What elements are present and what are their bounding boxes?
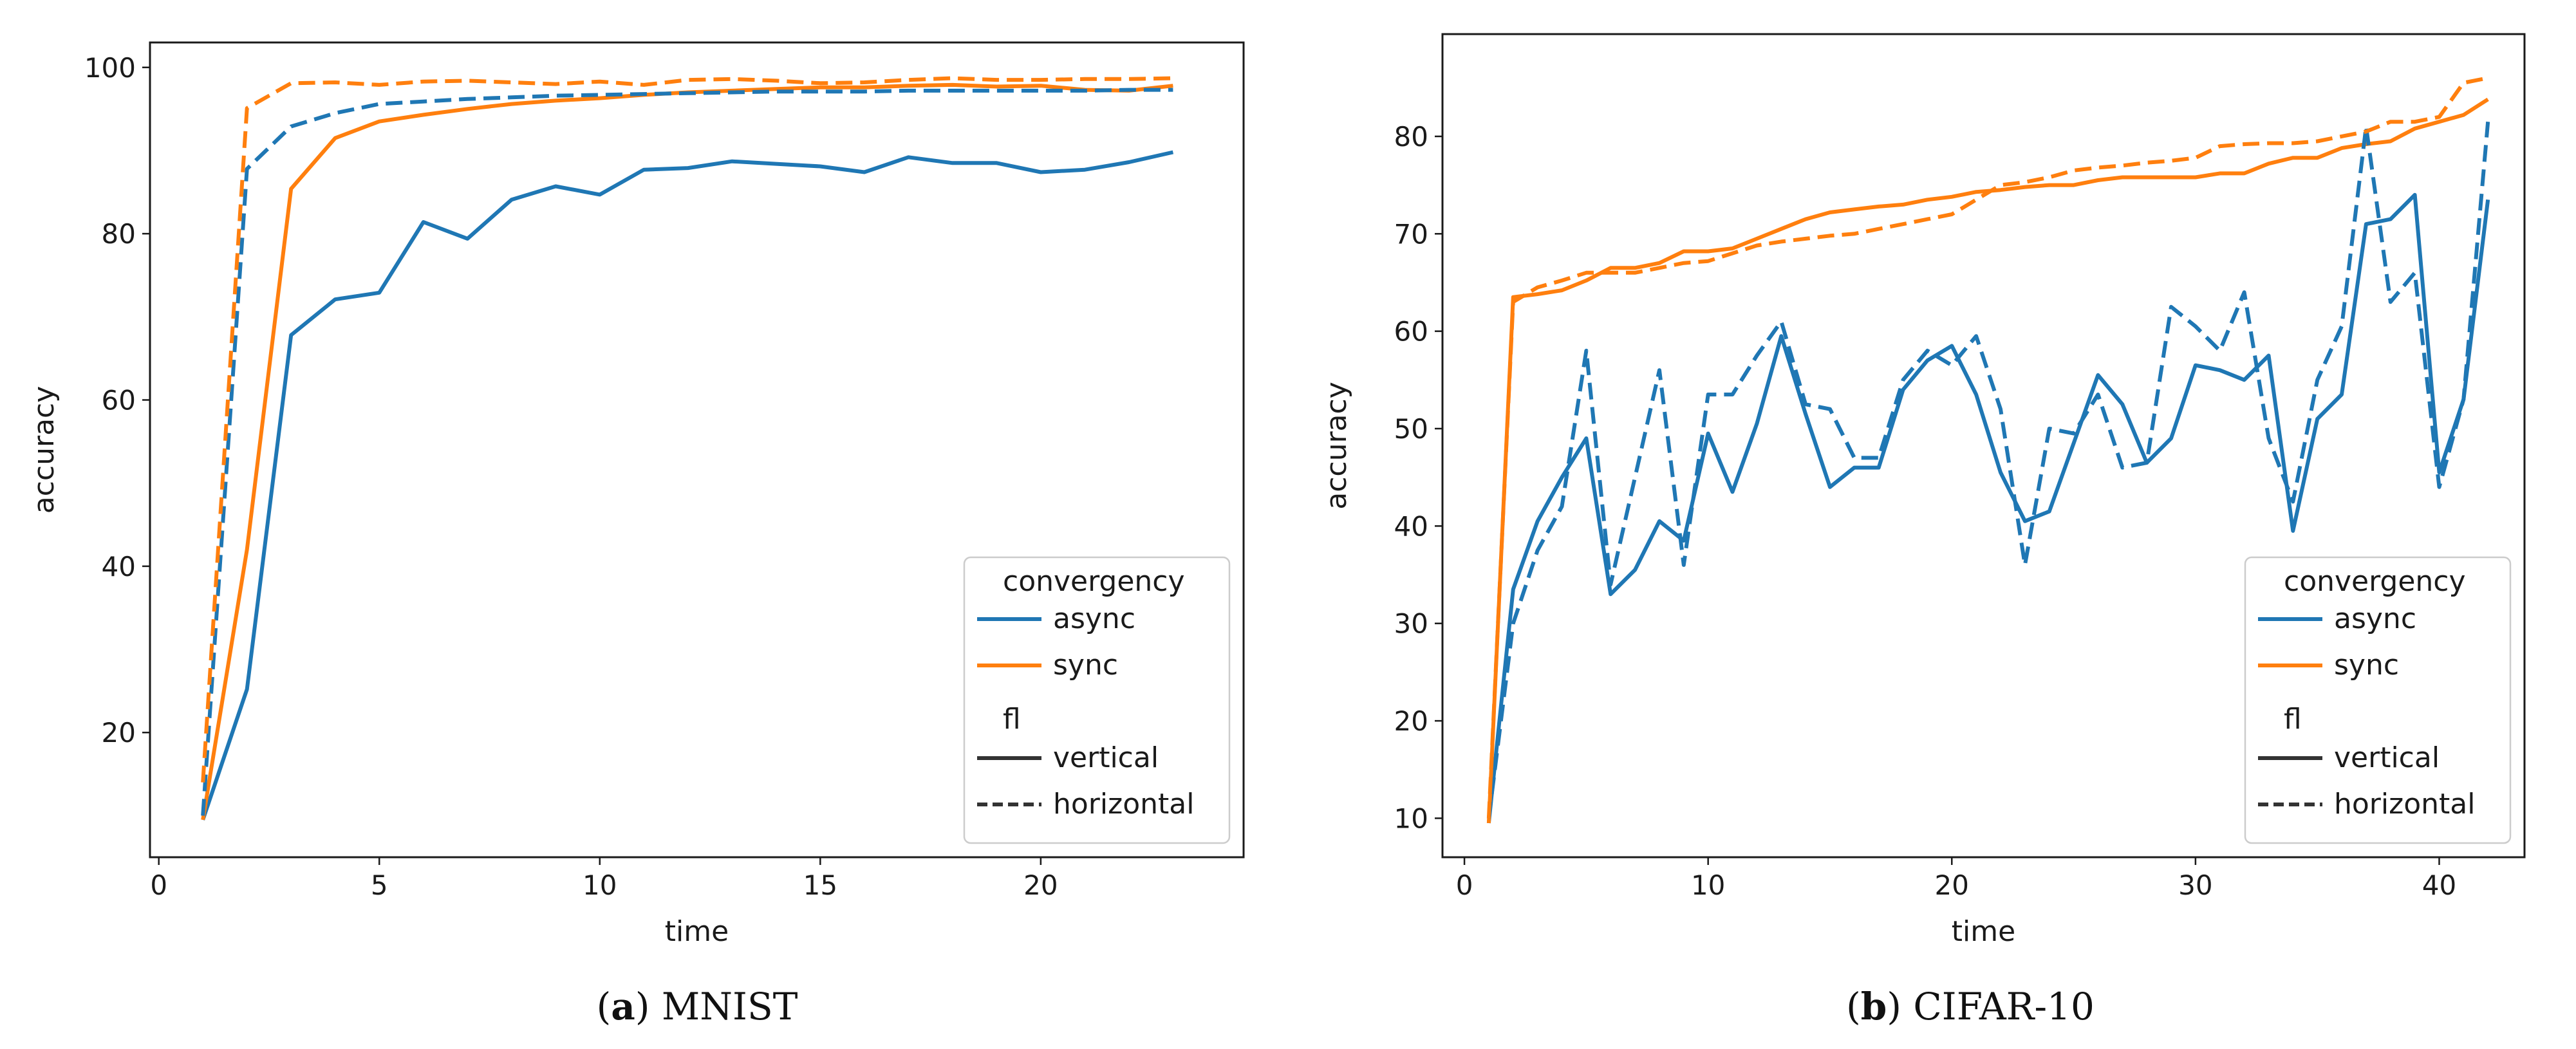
series-line-async-vertical xyxy=(201,150,1174,821)
panel-caption-text: ) CIFAR-10 xyxy=(1887,985,2095,1028)
x-tick-label: 0 xyxy=(150,869,167,901)
y-tick-label: 60 xyxy=(102,384,136,416)
x-tick-label: 5 xyxy=(371,869,388,901)
legend-label-async: async xyxy=(2334,602,2416,635)
series-lines xyxy=(201,76,1174,821)
plot-frame xyxy=(1441,33,2526,859)
x-axis-ticks: 0 5 10 15 20 xyxy=(150,857,1058,901)
panel-letter: a xyxy=(611,985,635,1028)
y-tick-label: 80 xyxy=(1394,121,1428,153)
legend-label-horizontal: horizontal xyxy=(1053,788,1194,821)
x-tick-label: 20 xyxy=(1935,869,1969,901)
x-axis-label: time xyxy=(1952,915,2015,948)
legend-label-horizontal: horizontal xyxy=(2334,788,2475,821)
y-tick-label: 100 xyxy=(84,52,136,84)
panel-letter: b xyxy=(1861,985,1887,1028)
x-tick-label: 30 xyxy=(2178,869,2212,901)
y-tick-label: 40 xyxy=(1394,510,1428,542)
series-line-async-horizontal xyxy=(1486,121,2490,819)
y-axis-ticks: 10 20 30 40 50 60 70 80 xyxy=(1394,121,1442,834)
legend-label-vertical: vertical xyxy=(1053,741,1159,774)
chart-panel-a: 0 5 10 15 20 20 40 60 80 100 time accuracy convergen… xyxy=(28,41,1245,1028)
panel-caption: (b) CIFAR-10 xyxy=(1846,985,2095,1028)
y-tick-label: 80 xyxy=(102,218,136,250)
y-tick-label: 60 xyxy=(1394,316,1428,348)
legend-label-vertical: vertical xyxy=(2334,741,2440,774)
y-axis-label: accuracy xyxy=(1320,382,1353,510)
series-line-sync-horizontal xyxy=(201,76,1173,783)
series-line-async-vertical xyxy=(1486,192,2490,824)
series-lines xyxy=(1486,76,2490,824)
x-tick-label: 20 xyxy=(1023,869,1058,901)
legend-title-fl: fl xyxy=(1003,703,1021,736)
chart-panel-b: 0 10 20 30 40 10 20 30 40 50 60 70 80 time accuracy con… xyxy=(1320,33,2526,1028)
legend-box xyxy=(963,556,1231,844)
legend-box xyxy=(2244,556,2512,844)
x-tick-label: 10 xyxy=(583,869,617,901)
legend-title-convergency: convergency xyxy=(2284,565,2466,598)
x-tick-label: 0 xyxy=(1456,869,1473,901)
x-tick-label: 15 xyxy=(803,869,837,901)
panel-caption: (a) MNIST xyxy=(597,985,798,1028)
series-line-sync-horizontal xyxy=(1486,76,2488,819)
x-axis-ticks: 0 10 20 30 40 xyxy=(1456,857,2456,901)
panel-caption-text: ) MNIST xyxy=(635,985,798,1028)
y-axis-ticks: 20 40 60 80 100 xyxy=(84,52,150,748)
y-tick-label: 20 xyxy=(102,717,136,748)
y-tick-label: 70 xyxy=(1394,218,1428,250)
legend-label-sync: sync xyxy=(1053,649,1118,682)
plot-frame xyxy=(149,41,1245,859)
y-tick-label: 10 xyxy=(1394,803,1428,834)
legend-title-convergency: convergency xyxy=(1003,565,1185,598)
legend-title-fl: fl xyxy=(2284,703,2302,736)
y-tick-label: 30 xyxy=(1394,608,1428,640)
series-line-async-horizontal xyxy=(201,88,1173,816)
x-tick-label: 10 xyxy=(1691,869,1725,901)
x-tick-label: 40 xyxy=(2422,869,2456,901)
legend-label-sync: sync xyxy=(2334,649,2399,682)
y-axis-label: accuracy xyxy=(28,386,61,514)
y-tick-label: 50 xyxy=(1394,413,1428,445)
x-axis-label: time xyxy=(665,915,729,948)
y-tick-label: 40 xyxy=(102,551,136,582)
legend-label-async: async xyxy=(1053,602,1135,635)
y-tick-label: 20 xyxy=(1394,705,1428,737)
